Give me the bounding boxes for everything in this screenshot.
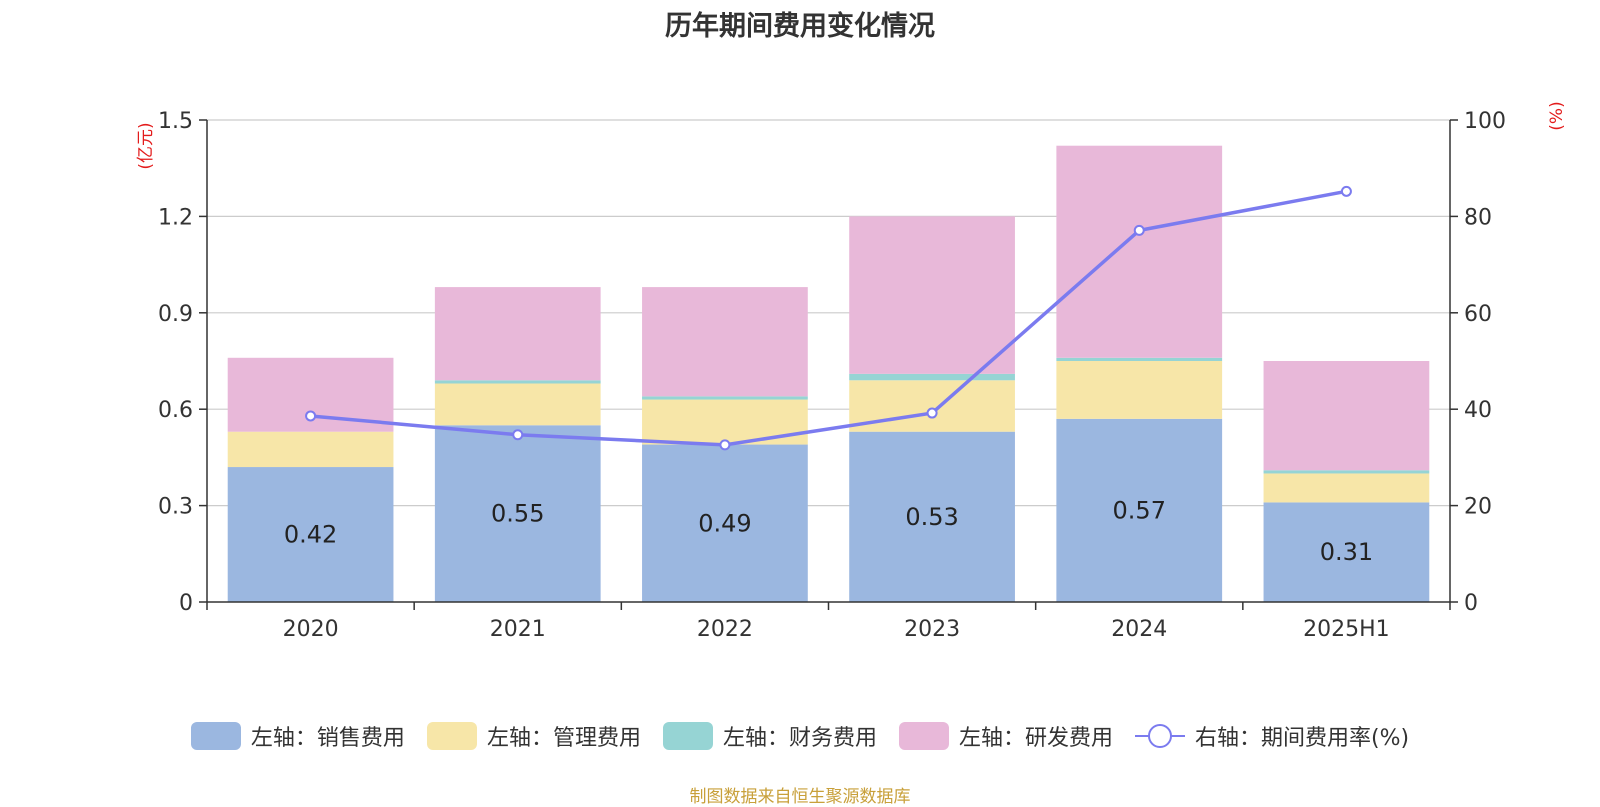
bar-value-label: 0.57 [1113,496,1166,524]
legend: 左轴：销售费用 左轴：管理费用 左轴：财务费用 左轴：研发费用 右轴：期间费用率(%) [0,720,1600,752]
bar-segment-1 [1056,418,1223,602]
rate-point [926,407,938,419]
x-tick-label: 2025H1 [1303,617,1390,642]
bar-segment-4 [849,216,1015,374]
rate-point [719,439,731,451]
rate-point [1340,185,1352,197]
legend-item-4[interactable]: 左轴：研发费用 [898,720,1113,752]
bar-value-label: 0.31 [1320,538,1373,566]
left-tick-label: 0.6 [158,398,193,423]
right-tick-label: 100 [1464,109,1506,134]
bar-segment-3 [849,373,1015,381]
legend-item-1[interactable]: 左轴：销售费用 [190,720,405,752]
axes: 0 0.3 0.6 0.9 1.2 1.5 0 20 40 60 80 100 2020 2021 2022… [136,101,1567,642]
legend-swatch [426,722,477,750]
legend-line-marker-icon [1134,722,1185,750]
rate-point [305,410,317,422]
bar-segment-1 [849,431,1015,602]
rate-point [1133,224,1145,236]
left-axis-unit-label: (亿元) [136,122,156,169]
data-labels: 0.42 0.55 0.49 0.53 0.57 0.31 [284,496,1373,566]
legend-label: 左轴：财务费用 [722,726,877,751]
bar-segment-3 [1263,470,1430,474]
right-tick-label: 0 [1464,591,1478,616]
bar-segment-2 [1056,361,1223,419]
right-axis-unit-label: (%) [1547,101,1567,130]
legend-item-2[interactable]: 左轴：管理费用 [426,720,641,752]
bar-value-label: 0.53 [905,503,958,531]
bar-segment-3 [434,380,601,384]
legend-swatch [662,722,713,750]
bar-value-label: 0.55 [491,500,544,528]
legend-item-5[interactable]: 右轴：期间费用率(%) [1134,720,1410,752]
rate-line [305,185,1352,451]
rate-point [512,429,524,441]
left-tick-label: 0.3 [158,495,193,520]
right-tick-label: 20 [1464,495,1492,520]
x-tick-label: 2021 [490,617,546,642]
grid-lines [207,119,1450,507]
left-tick-label: 1.5 [158,109,193,134]
bar-segment-4 [1056,145,1223,358]
left-tick-label: 1.2 [158,205,193,230]
bars [227,145,1430,602]
bar-value-label: 0.42 [284,521,337,549]
legend-label: 右轴：期间费用率(%) [1194,726,1410,751]
rate-line-path [310,189,1347,447]
bar-segment-3 [1056,357,1223,361]
source-note: 制图数据来自恒生聚源数据库 [689,787,911,807]
bar-segment-3 [642,396,808,400]
legend-label: 左轴：销售费用 [250,726,405,751]
left-tick-label: 0 [179,591,193,616]
bar-segment-2 [1263,473,1430,503]
bar-segment-4 [642,287,808,397]
legend-swatch [898,722,949,750]
bar-segment-2 [642,399,808,445]
legend-label: 左轴：管理费用 [486,726,641,751]
bar-segment-1 [1263,502,1430,602]
x-tick-label: 2020 [283,617,339,642]
right-tick-label: 80 [1464,205,1492,230]
x-tick-label: 2023 [904,617,960,642]
legend-swatch [190,722,241,750]
x-tick-label: 2022 [697,617,753,642]
bar-segment-1 [642,444,808,602]
legend-item-3[interactable]: 左轴：财务费用 [662,720,877,752]
bar-segment-2 [434,383,601,426]
x-tick-label: 2024 [1111,617,1167,642]
bar-value-label: 0.49 [698,509,751,537]
bar-segment-2 [227,431,394,468]
left-tick-label: 0.9 [158,302,193,327]
bar-segment-1 [434,425,601,602]
right-tick-label: 60 [1464,302,1492,327]
bar-segment-2 [849,380,1015,432]
chart-title: 历年期间费用变化情况 [665,11,935,42]
bar-segment-1 [227,467,394,602]
legend-label: 左轴：研发费用 [958,726,1113,751]
bar-segment-4 [434,287,601,381]
bar-segment-4 [1263,361,1430,471]
right-tick-label: 40 [1464,398,1492,423]
